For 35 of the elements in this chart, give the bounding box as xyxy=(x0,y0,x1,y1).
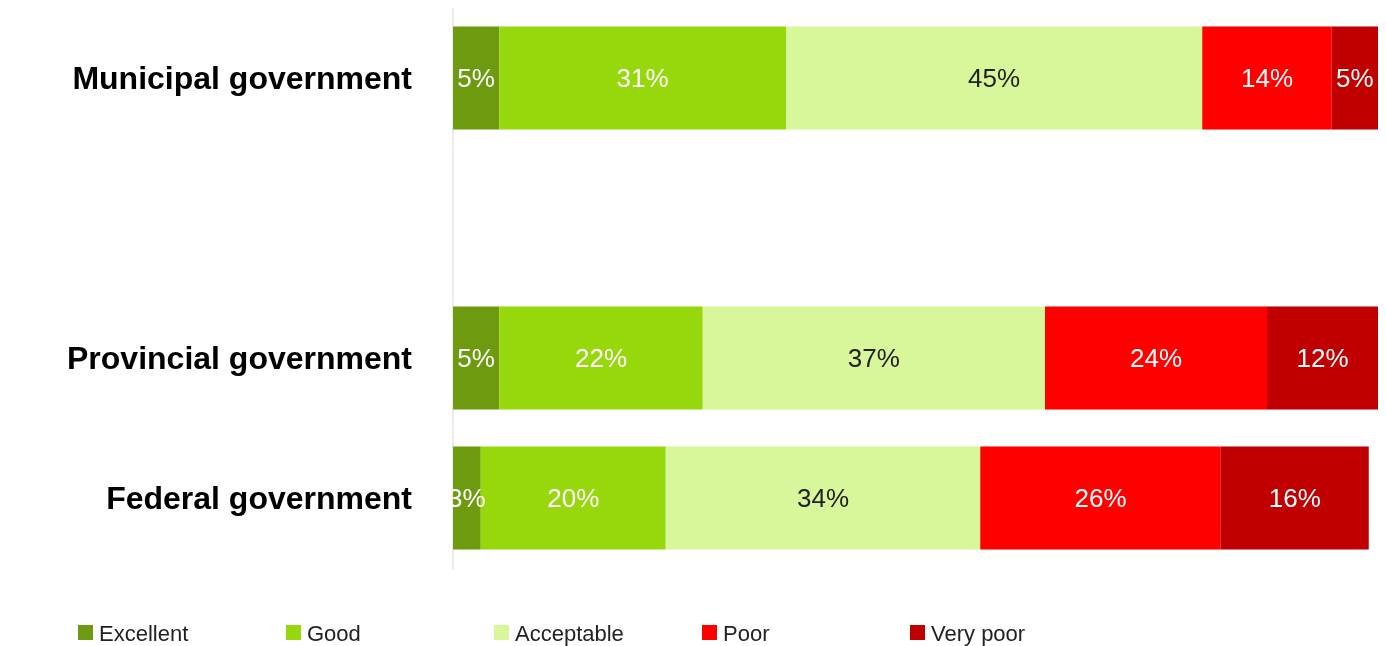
bar xyxy=(1331,26,1378,130)
data-label: 22% xyxy=(574,343,628,374)
bar xyxy=(499,26,786,130)
data-label: 20% xyxy=(547,483,600,514)
legend-label: Excellent xyxy=(99,620,189,646)
bar xyxy=(499,306,703,410)
bar xyxy=(786,26,1203,130)
bar xyxy=(1045,306,1267,410)
data-label: 5% xyxy=(457,343,495,374)
bar xyxy=(453,306,500,410)
legend-label: Poor xyxy=(723,620,770,646)
bar xyxy=(453,26,500,130)
y-tick-label: Provincial government xyxy=(67,340,413,377)
bar xyxy=(702,306,1045,410)
data-label: 16% xyxy=(1268,483,1321,514)
legend-label: Very poor xyxy=(931,620,1026,646)
data-label: 45% xyxy=(968,63,1021,94)
legend-label: Acceptable xyxy=(515,620,624,646)
data-label: 26% xyxy=(1074,483,1127,514)
data-label: 14% xyxy=(1240,63,1294,94)
bar xyxy=(1220,446,1369,550)
bar xyxy=(665,446,981,550)
data-label: 37% xyxy=(847,343,900,374)
data-label: 31% xyxy=(616,63,669,94)
data-label: 12% xyxy=(1296,343,1349,374)
data-label: 24% xyxy=(1129,343,1183,374)
bar xyxy=(980,446,1221,550)
bar xyxy=(1202,26,1332,130)
data-label: 5% xyxy=(457,63,495,94)
data-label: 5% xyxy=(1336,63,1374,94)
bar xyxy=(1267,306,1378,410)
data-label: 34% xyxy=(796,483,850,514)
legend-label: Good xyxy=(307,620,361,646)
y-tick-label: Municipal government xyxy=(72,60,413,97)
y-tick-label: Federal government xyxy=(106,480,413,517)
